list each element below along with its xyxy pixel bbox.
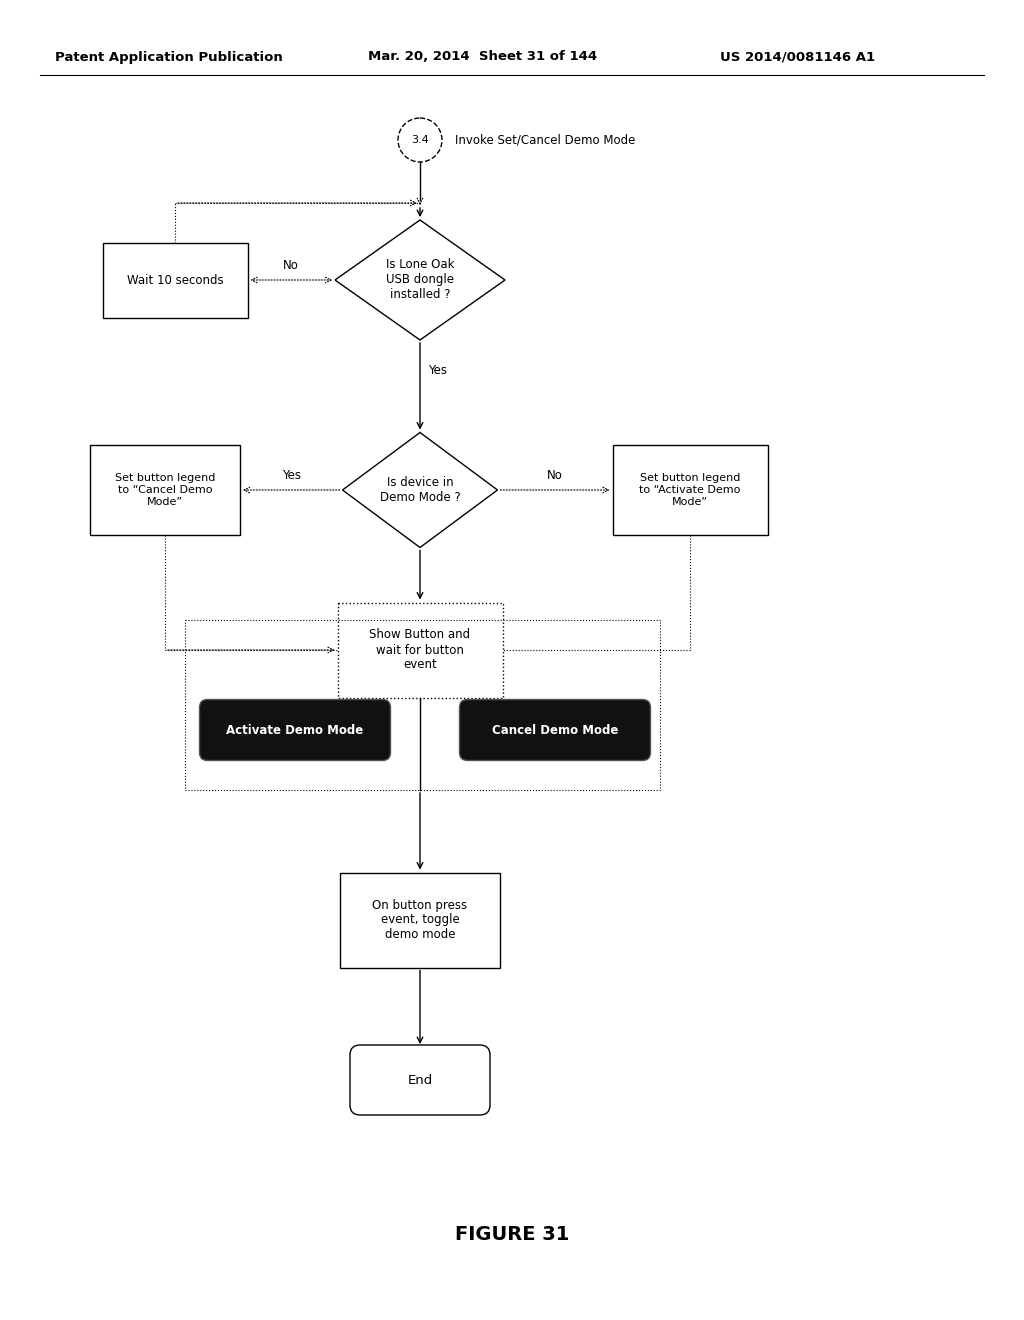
FancyBboxPatch shape xyxy=(350,1045,490,1115)
Text: Activate Demo Mode: Activate Demo Mode xyxy=(226,723,364,737)
FancyBboxPatch shape xyxy=(90,445,240,535)
Text: On button press
event, toggle
demo mode: On button press event, toggle demo mode xyxy=(373,899,468,941)
FancyBboxPatch shape xyxy=(338,602,503,697)
Text: FIGURE 31: FIGURE 31 xyxy=(455,1225,569,1245)
FancyBboxPatch shape xyxy=(200,700,390,760)
Text: Invoke Set/Cancel Demo Mode: Invoke Set/Cancel Demo Mode xyxy=(455,133,635,147)
Text: Mar. 20, 2014  Sheet 31 of 144: Mar. 20, 2014 Sheet 31 of 144 xyxy=(368,50,597,63)
FancyBboxPatch shape xyxy=(340,873,500,968)
Text: Is Lone Oak
USB dongle
installed ?: Is Lone Oak USB dongle installed ? xyxy=(386,259,455,301)
Text: End: End xyxy=(408,1073,432,1086)
Text: Is device in
Demo Mode ?: Is device in Demo Mode ? xyxy=(380,477,461,504)
Text: Patent Application Publication: Patent Application Publication xyxy=(55,50,283,63)
Text: Yes: Yes xyxy=(428,363,447,376)
Text: 3.4: 3.4 xyxy=(411,135,429,145)
FancyBboxPatch shape xyxy=(102,243,248,318)
Text: Cancel Demo Mode: Cancel Demo Mode xyxy=(492,723,618,737)
Text: Set button legend
to “Cancel Demo
Mode”: Set button legend to “Cancel Demo Mode” xyxy=(115,474,215,507)
Text: Yes: Yes xyxy=(282,469,301,482)
Text: Wait 10 seconds: Wait 10 seconds xyxy=(127,273,223,286)
Text: No: No xyxy=(284,259,299,272)
Text: Show Button and
wait for button
event: Show Button and wait for button event xyxy=(370,628,471,672)
Text: No: No xyxy=(547,469,563,482)
Text: Set button legend
to “Activate Demo
Mode”: Set button legend to “Activate Demo Mode… xyxy=(639,474,740,507)
FancyBboxPatch shape xyxy=(612,445,768,535)
FancyBboxPatch shape xyxy=(460,700,650,760)
Text: US 2014/0081146 A1: US 2014/0081146 A1 xyxy=(720,50,876,63)
